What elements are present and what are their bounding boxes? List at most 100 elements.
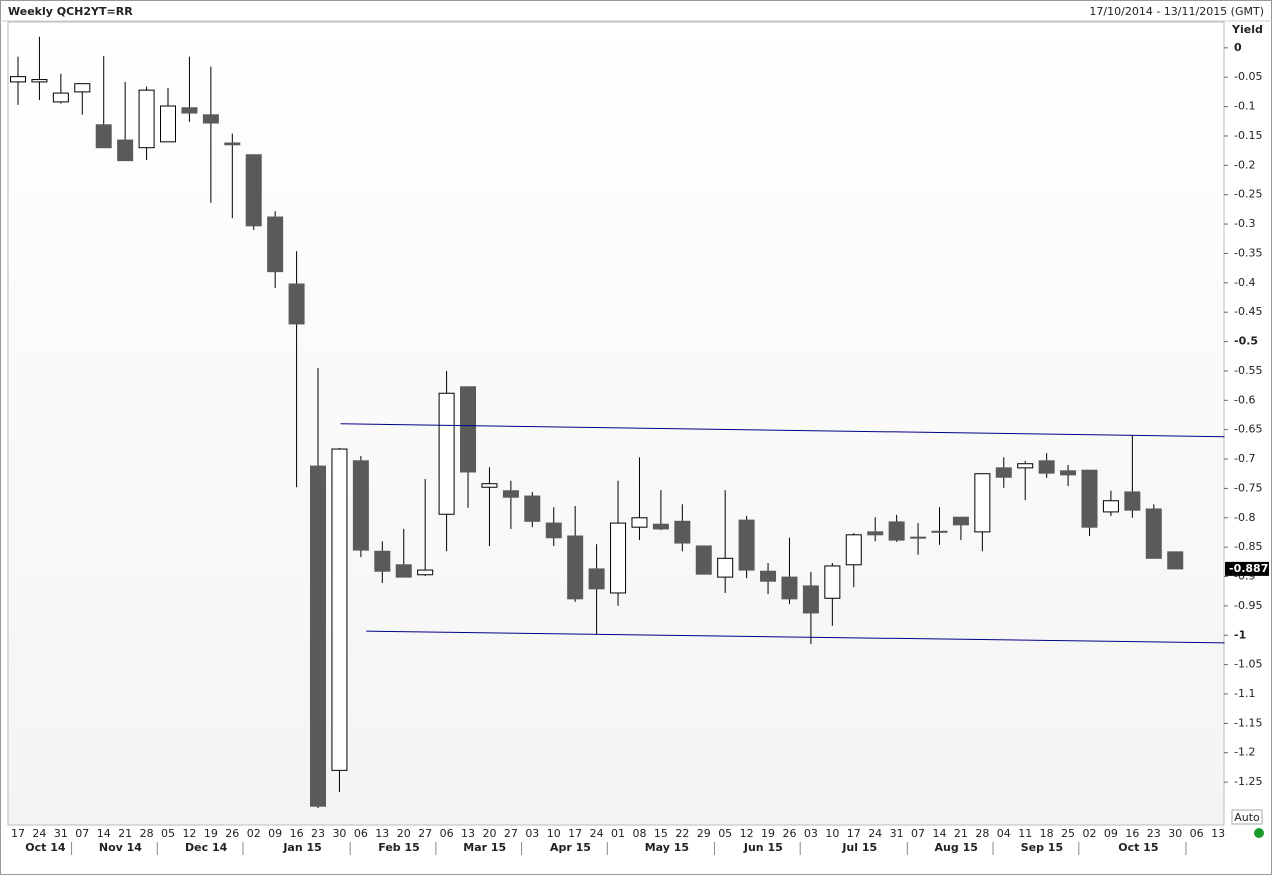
candle-body (1060, 470, 1077, 476)
month-label: Jan 15 (282, 841, 321, 854)
month-label: Jun 15 (743, 841, 783, 854)
y-tick-label: -0.45 (1234, 305, 1262, 318)
candle-body (160, 105, 177, 143)
x-tick-label: 15 (654, 827, 668, 840)
candle-body (31, 79, 48, 83)
candle-body (802, 585, 819, 614)
candle-body (974, 473, 991, 533)
candle-body (931, 530, 948, 533)
x-tick-label: 30 (1168, 827, 1182, 840)
scale-button[interactable] (1231, 809, 1263, 825)
x-tick-label: 03 (804, 827, 818, 840)
x-tick-label: 21 (954, 827, 968, 840)
scale-mode[interactable]: Auto (1234, 811, 1260, 824)
candle-body (1038, 460, 1055, 474)
x-tick-label: 14 (97, 827, 111, 840)
x-tick-label: 09 (1104, 827, 1118, 840)
x-tick-label: 31 (890, 827, 904, 840)
x-tick-label: 23 (1147, 827, 1161, 840)
y-tick-label: -1 (1234, 628, 1246, 641)
candle-body (10, 76, 26, 83)
y-tick-label: -0.6 (1234, 393, 1255, 406)
candle-body (845, 534, 862, 566)
candle-body (588, 568, 605, 590)
month-label: Dec 14 (185, 841, 228, 854)
candle-body (867, 531, 884, 536)
x-tick-label: 28 (975, 827, 989, 840)
last-price-box (1225, 561, 1269, 576)
y-tick-label: -0.95 (1234, 599, 1262, 612)
x-tick-label: 18 (1040, 827, 1054, 840)
candle-body (202, 114, 219, 124)
candle-body (395, 564, 412, 578)
candle-body (1081, 469, 1098, 528)
month-label: Oct 14 (25, 841, 66, 854)
y-tick-label: -0.85 (1234, 540, 1262, 553)
x-tick-label: 11 (1018, 827, 1032, 840)
y-tick-label: -1.25 (1234, 775, 1262, 788)
y-tick-label: -0.65 (1234, 423, 1262, 436)
candle-body (438, 392, 455, 515)
y-tick-label: -0.15 (1234, 129, 1262, 142)
x-tick-label: 28 (140, 827, 154, 840)
x-tick-label: 16 (1125, 827, 1139, 840)
x-tick-label: 20 (482, 827, 496, 840)
y-tick-label: -1.05 (1234, 658, 1262, 671)
x-tick-label: 17 (568, 827, 582, 840)
candle-body (567, 535, 584, 600)
candle-body (1017, 463, 1034, 469)
candle-body (760, 570, 777, 582)
chart-title: Weekly QCH2YT=RR (8, 5, 133, 18)
trendline (340, 423, 1225, 438)
x-tick-label: 20 (397, 827, 411, 840)
candle-body (631, 517, 648, 528)
x-tick-label: 09 (268, 827, 282, 840)
x-tick-label: 21 (118, 827, 132, 840)
x-tick-label: 03 (525, 827, 539, 840)
x-tick-label: 10 (547, 827, 561, 840)
y-tick-label: -1.1 (1234, 687, 1255, 700)
x-tick-label: 07 (75, 827, 89, 840)
candle-body (717, 557, 734, 578)
candle-body (502, 490, 519, 498)
month-label: Apr 15 (550, 841, 591, 854)
candle-body (52, 92, 69, 103)
candle-body (224, 142, 241, 146)
x-tick-label: 24 (32, 827, 46, 840)
candle-body (1124, 491, 1141, 511)
x-tick-label: 17 (847, 827, 861, 840)
x-tick-label: 06 (1190, 827, 1204, 840)
candle-body (545, 522, 562, 539)
x-tick-label: 31 (54, 827, 68, 840)
candle-body (695, 545, 712, 575)
x-tick-label: 24 (590, 827, 604, 840)
candle-body (117, 139, 134, 162)
y-axis-label: Yield (1231, 23, 1263, 36)
month-label: Aug 15 (935, 841, 978, 854)
y-tick-label: -0.55 (1234, 364, 1262, 377)
x-tick-label: 02 (247, 827, 261, 840)
candle-body (1167, 551, 1184, 570)
x-tick-label: 06 (354, 827, 368, 840)
x-tick-label: 12 (740, 827, 754, 840)
x-tick-label: 05 (161, 827, 175, 840)
y-tick-label: -0.4 (1234, 276, 1255, 289)
y-tick-label: -0.2 (1234, 158, 1255, 171)
status-dot (1254, 828, 1264, 838)
x-tick-label: 13 (375, 827, 389, 840)
y-tick-label: -1.15 (1234, 716, 1262, 729)
candle-body (95, 124, 112, 149)
month-label: Sep 15 (1021, 841, 1063, 854)
candle-body (995, 467, 1012, 478)
candle-body (1102, 500, 1119, 513)
candle-body (417, 569, 434, 576)
x-tick-label: 02 (1083, 827, 1097, 840)
x-tick-label: 07 (911, 827, 925, 840)
y-tick-label: -0.7 (1234, 452, 1255, 465)
candle-body (652, 523, 669, 530)
x-tick-label: 17 (11, 827, 25, 840)
candle-body (888, 521, 905, 541)
y-tick-label: -0.35 (1234, 246, 1262, 259)
x-tick-label: 24 (868, 827, 882, 840)
y-tick-label: -0.8 (1234, 511, 1255, 524)
